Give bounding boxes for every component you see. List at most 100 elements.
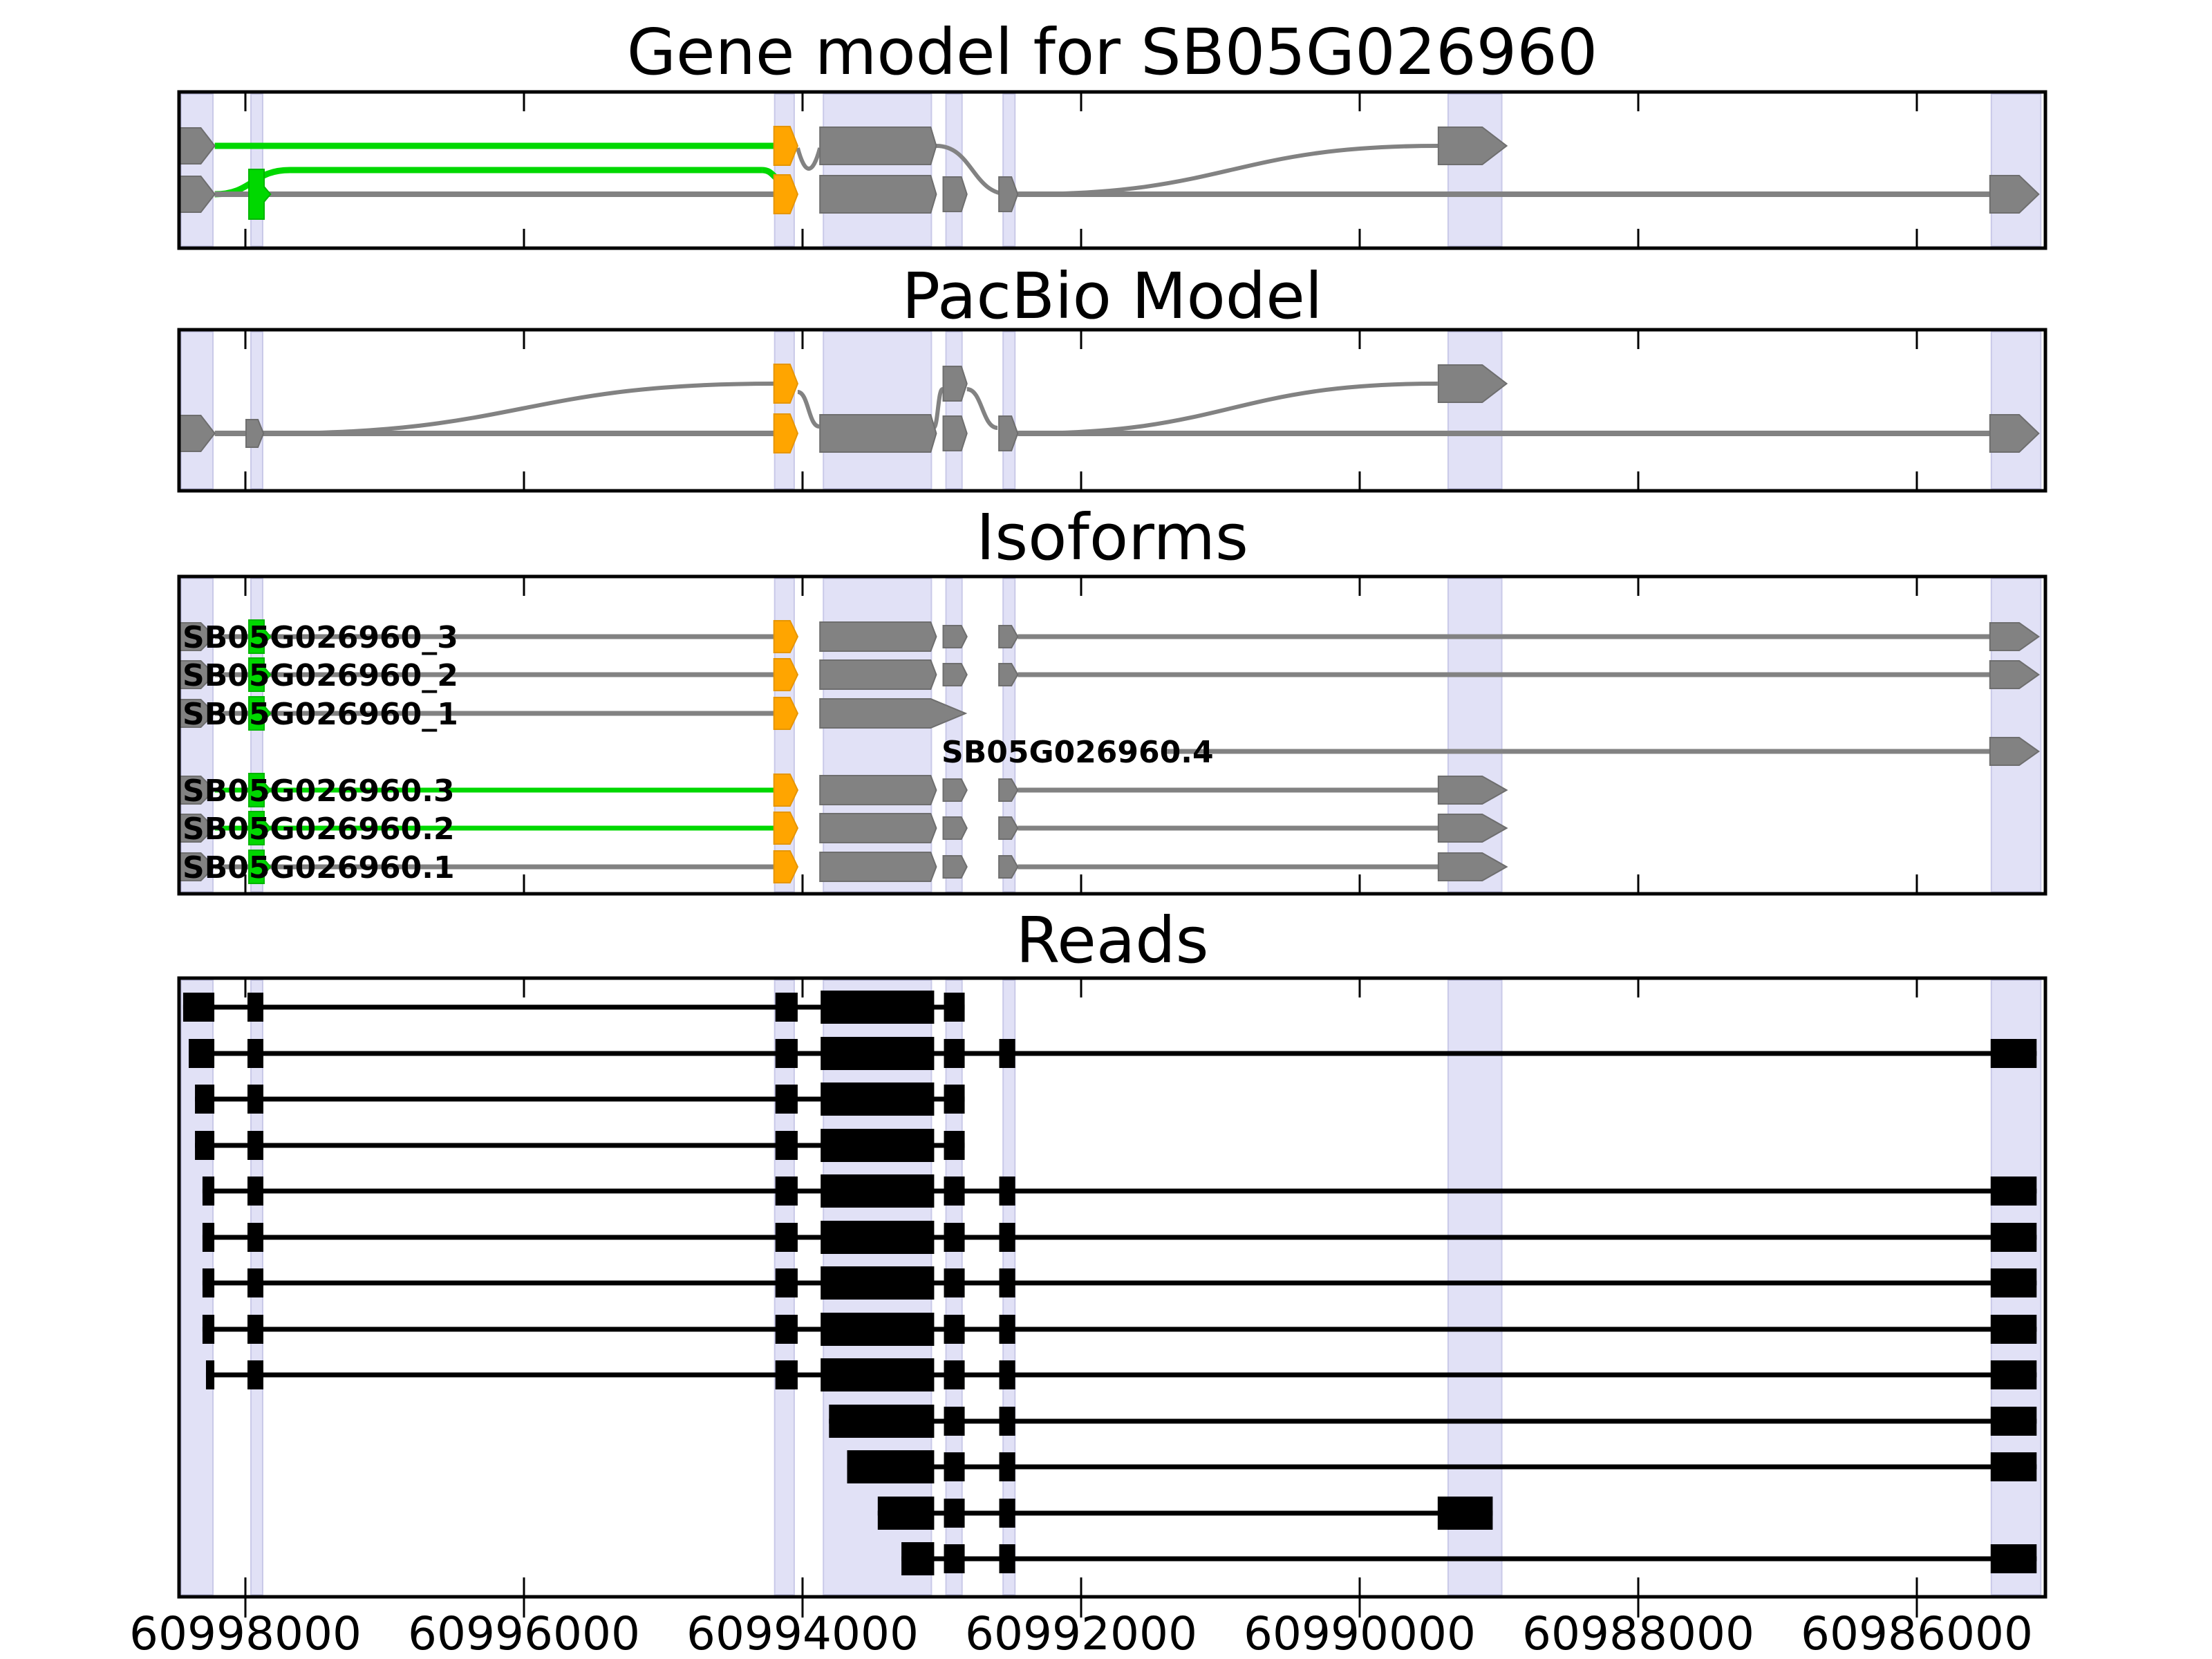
read-block: [188, 1039, 215, 1068]
read-block: [944, 1544, 965, 1573]
read-block: [999, 1177, 1015, 1206]
read-block: [944, 1223, 965, 1252]
highlight-band: [823, 93, 932, 247]
big-exon: [819, 698, 968, 729]
panel-border: [177, 328, 2047, 493]
read-block: [247, 1315, 263, 1344]
highlight-band: [1447, 93, 1503, 247]
read-block: [247, 1223, 263, 1252]
green-marker: [248, 169, 272, 220]
x-tick-label: 60992000: [965, 1607, 1197, 1659]
x-tick-label: 60994000: [686, 1607, 919, 1659]
isoform-label-sb05g026960.2: SB05G026960.2: [182, 812, 455, 847]
hexC: [773, 174, 799, 214]
read-block: [1990, 1407, 2037, 1436]
pentB: [245, 419, 265, 448]
read-block: [999, 1407, 1015, 1436]
read-block: [202, 1315, 215, 1344]
x-tick-label: 60986000: [1801, 1607, 2033, 1659]
pentD: [819, 126, 937, 165]
splice-curve: [936, 144, 1009, 196]
x-tick-label: 60998000: [129, 1607, 362, 1659]
read-block: [247, 1085, 263, 1114]
read-block: [1990, 1177, 2037, 1206]
read-block: [901, 1542, 935, 1575]
read-block: [847, 1450, 935, 1483]
read-block: [202, 1223, 215, 1252]
exon: [998, 855, 1019, 879]
exon: [998, 778, 1019, 802]
splice-curve: [1022, 382, 1438, 435]
read-block: [821, 1358, 935, 1391]
x-tick-label: 60990000: [1244, 1607, 1476, 1659]
read-block: [999, 1039, 1015, 1068]
read-block: [944, 1499, 965, 1528]
exon: [942, 625, 968, 648]
green-marker: [248, 696, 272, 731]
highlight-band: [1447, 578, 1503, 892]
exon: [942, 816, 968, 840]
highlight-band: [1447, 331, 1503, 489]
orange-marker: [773, 850, 799, 883]
pentE: [942, 176, 968, 212]
read-block: [944, 1452, 965, 1481]
exon: [998, 625, 1019, 648]
read-block: [999, 1360, 1015, 1389]
highlight-band: [945, 578, 963, 892]
read-block: [775, 1223, 798, 1252]
orange-marker: [773, 774, 799, 807]
green-marker: [248, 619, 272, 654]
read-block: [999, 1499, 1015, 1528]
pentF: [998, 176, 1019, 212]
read-block: [999, 1315, 1015, 1344]
arrowG: [1437, 364, 1508, 403]
highlight-band: [945, 331, 963, 489]
read-block: [877, 1497, 935, 1530]
highlight-band: [180, 93, 214, 247]
highlight-band: [1990, 331, 2042, 489]
x-axis-tick-labels: 60998000 60996000 60994000 60992000 6099…: [129, 1607, 2033, 1659]
read-block: [1437, 1497, 1493, 1530]
read-block: [1990, 1360, 2037, 1389]
isoform-labels: SB05G026960_3 SB05G026960_2 SB05G026960_…: [182, 620, 1214, 885]
big-exon: [819, 852, 937, 882]
exon: [942, 663, 968, 686]
read-block: [775, 1085, 798, 1114]
splice-curve: [796, 147, 823, 171]
read-block: [944, 1407, 965, 1436]
highlight-band: [1990, 93, 2042, 247]
pentD: [819, 175, 937, 214]
panel-border: [177, 976, 2047, 1599]
panel-reads: [177, 976, 2047, 1618]
hexC: [773, 364, 799, 404]
read-block: [1990, 1544, 2037, 1573]
read-block: [821, 991, 935, 1024]
read-block: [944, 1360, 965, 1389]
orange-marker: [773, 620, 799, 653]
read-block: [775, 1131, 798, 1160]
isoform-label-sb05g026960_2: SB05G026960_2: [182, 658, 458, 693]
x-tick-label: 60988000: [1522, 1607, 1754, 1659]
green-marker: [248, 811, 272, 845]
read-block: [999, 1544, 1015, 1573]
read-block: [829, 1405, 935, 1438]
read-block: [182, 993, 215, 1022]
read-block: [944, 1131, 965, 1160]
pentD: [819, 414, 937, 453]
read-block: [999, 1268, 1015, 1297]
read-block: [247, 1268, 263, 1297]
read-block: [944, 1268, 965, 1297]
read-block: [1990, 1039, 2037, 1068]
read-block: [775, 1268, 798, 1297]
read-block: [944, 993, 965, 1022]
end-arrow: [1989, 660, 2041, 689]
read-block: [1990, 1268, 2037, 1297]
highlight-band: [774, 93, 795, 247]
read-block: [999, 1223, 1015, 1252]
arrowH: [1989, 414, 2040, 453]
read-block: [247, 1360, 263, 1389]
panel-gene-model: [177, 90, 2047, 250]
isoform-label-sb05g026960_3: SB05G026960_3: [182, 620, 458, 655]
panel-pacbio: [177, 328, 2047, 493]
